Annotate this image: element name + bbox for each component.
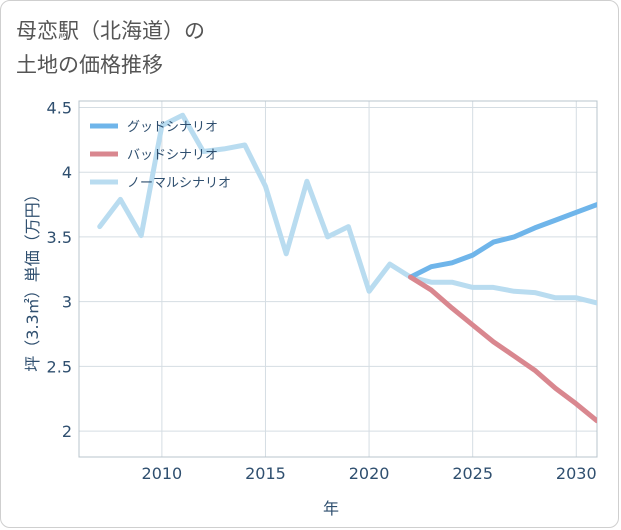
chart-title-line-2: 土地の価格推移: [16, 53, 163, 77]
series-line-normal: [97, 112, 597, 306]
x-tick-label-2015: 2015: [245, 464, 286, 483]
legend-label-normal: ノーマルシナリオ: [127, 176, 231, 191]
x-tick-label-2030: 2030: [556, 464, 597, 483]
x-tick-label-2010: 2010: [142, 464, 183, 483]
plot-area: [78, 100, 598, 458]
grid: [79, 101, 597, 457]
y-tick-label-2: 2: [62, 422, 72, 441]
series-layer: [97, 112, 597, 424]
chart-title-line-1: 母恋駅（北海道）の: [16, 19, 205, 43]
y-tick-label-2-5: 2.5: [47, 357, 72, 376]
legend-label-bad: バッドシナリオ: [127, 148, 218, 163]
y-tick-label-3-5: 3.5: [47, 228, 72, 247]
legend-label-good: グッドシナリオ: [127, 120, 218, 135]
y-tick-label-4-5: 4.5: [47, 98, 72, 117]
y-axis-ticks: 2 2.5 3 3.5 4 4.5: [47, 98, 72, 441]
series-line-bad: [408, 274, 597, 424]
chart-title: 母恋駅（北海道）の 土地の価格推移: [16, 14, 205, 82]
series-line-good: [408, 202, 597, 280]
x-tick-label-2025: 2025: [452, 464, 493, 483]
y-tick-label-3: 3: [62, 293, 72, 312]
y-axis-label: 坪（3.3㎡）単価（万円）: [23, 186, 42, 371]
y-tick-label-4: 4: [62, 163, 72, 182]
x-axis-label: 年: [323, 499, 339, 518]
x-tick-label-2020: 2020: [349, 464, 390, 483]
x-axis-ticks: 2010 2015 2020 2025 2030: [142, 464, 597, 483]
